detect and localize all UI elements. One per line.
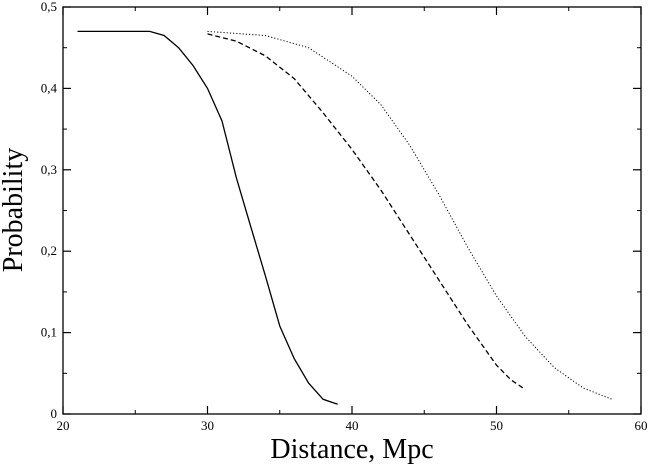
x-axis-title: Distance, Mpc: [270, 434, 433, 465]
y-tick-label: 0,4: [41, 80, 58, 95]
x-tick-label: 30: [201, 418, 214, 433]
y-axis-title: Probability: [0, 148, 29, 272]
x-tick-label: 50: [490, 418, 503, 433]
plot-frame: [62, 6, 642, 415]
series-layer: [77, 30, 613, 405]
y-tick-label: 0,2: [41, 243, 57, 258]
x-tick-label: 40: [346, 418, 359, 433]
axis-ticks: [62, 6, 642, 415]
x-tick-label: 60: [635, 418, 648, 433]
tick-labels: 20 30 40 50 60 0 0,1 0,2 0,3 0,4 0,5: [41, 0, 648, 433]
y-tick-label: 0,3: [41, 162, 57, 177]
series-line-dotted: [207, 30, 613, 400]
series-line-dashed: [207, 33, 526, 391]
y-tick-label: 0,1: [41, 325, 57, 340]
y-tick-label: 0: [51, 406, 58, 421]
x-tick-label: 20: [57, 418, 70, 433]
y-tick-label: 0,5: [41, 0, 57, 14]
series-line-solid: [77, 30, 338, 405]
